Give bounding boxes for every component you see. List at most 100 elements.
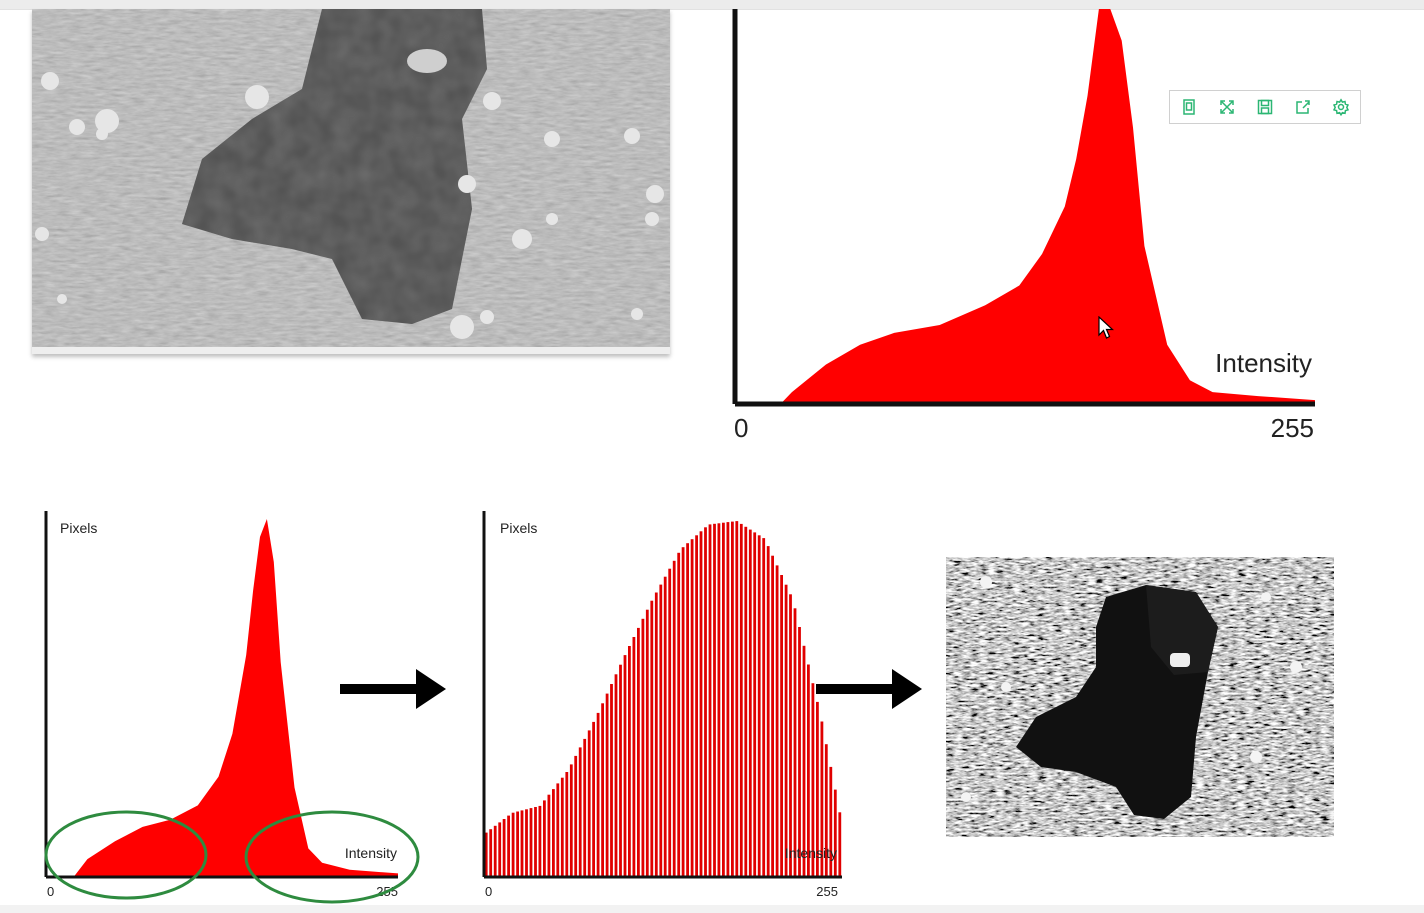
histogram-bar bbox=[547, 794, 551, 877]
histogram-area bbox=[735, 9, 1315, 404]
x-axis-label: Intensity bbox=[1215, 348, 1312, 378]
save-image-icon[interactable] bbox=[1250, 93, 1280, 121]
mouse-cursor-icon bbox=[1098, 316, 1114, 339]
histogram-bar bbox=[771, 555, 774, 877]
high-intensity-circle bbox=[244, 810, 420, 904]
histogram-bar bbox=[704, 527, 707, 877]
before-histogram-chart: Pixels Intensity 0 255 bbox=[30, 505, 430, 905]
histogram-bar bbox=[829, 766, 833, 877]
share-icon[interactable] bbox=[1288, 93, 1318, 121]
histogram-bar bbox=[592, 721, 595, 877]
histogram-bar bbox=[775, 565, 779, 877]
histogram-bar bbox=[820, 721, 824, 877]
x-axis-label: Intensity bbox=[785, 845, 837, 861]
bottom-edge-bar bbox=[0, 905, 1424, 913]
arrow-right-icon bbox=[340, 669, 446, 709]
histogram-bar bbox=[569, 764, 573, 877]
x-tick-end: 255 bbox=[1271, 413, 1314, 443]
histogram-bar bbox=[816, 701, 819, 877]
settings-icon[interactable] bbox=[1326, 93, 1356, 121]
histogram-bar bbox=[552, 789, 555, 877]
x-tick-start: 0 bbox=[734, 413, 748, 443]
histogram-bar bbox=[672, 560, 676, 877]
arrow-right-icon bbox=[816, 669, 922, 709]
x-tick-start: 0 bbox=[485, 884, 492, 899]
data-zoom-icon[interactable] bbox=[1174, 93, 1204, 121]
histogram-bar bbox=[484, 832, 488, 877]
histogram-bar bbox=[811, 683, 815, 877]
original-histogram-chart: Intensity 0 255 bbox=[720, 9, 1340, 449]
histogram-bar bbox=[677, 552, 681, 877]
histogram-bar bbox=[538, 805, 542, 877]
y-axis-label: Pixels bbox=[500, 520, 537, 536]
histogram-bar bbox=[744, 526, 748, 877]
histogram-bars bbox=[484, 521, 842, 877]
histogram-bar bbox=[762, 538, 766, 877]
histogram-bar bbox=[529, 808, 533, 877]
equalized-histogram-svg: Pixels Intensity 0 255 bbox=[482, 511, 842, 899]
histogram-bar bbox=[493, 825, 497, 877]
histogram-bar bbox=[780, 575, 783, 877]
histogram-bar bbox=[511, 812, 515, 877]
y-axis-label: Pixels bbox=[60, 520, 97, 536]
histogram-bar bbox=[838, 812, 842, 877]
histogram-bar bbox=[695, 535, 698, 877]
restore-icon[interactable] bbox=[1212, 93, 1242, 121]
histogram-bar bbox=[623, 655, 627, 877]
grayscale-dog-photo bbox=[32, 9, 670, 354]
histogram-bar bbox=[686, 543, 689, 877]
histogram-bar bbox=[739, 523, 743, 877]
histogram-bar bbox=[650, 600, 654, 877]
histogram-bar bbox=[628, 646, 631, 877]
histogram-bar bbox=[731, 521, 734, 877]
equalized-dog-photo bbox=[946, 557, 1334, 837]
x-axis-label: Intensity bbox=[345, 845, 397, 861]
histogram-bar bbox=[601, 703, 604, 877]
histogram-bar bbox=[565, 772, 569, 877]
histogram-bar bbox=[619, 664, 622, 877]
histogram-bar bbox=[605, 693, 609, 877]
x-tick-start: 0 bbox=[47, 884, 54, 899]
top-edge-bar bbox=[0, 0, 1424, 10]
histogram-bar bbox=[583, 738, 587, 877]
histogram-bar bbox=[753, 532, 757, 877]
histogram-bar bbox=[489, 829, 493, 877]
histogram-bar bbox=[824, 744, 828, 877]
histogram-bar bbox=[713, 523, 716, 877]
histogram-bar bbox=[560, 777, 564, 877]
histogram-bar bbox=[516, 811, 519, 877]
histogram-bar bbox=[534, 807, 537, 877]
histogram-bar bbox=[793, 608, 797, 877]
histogram-bar bbox=[525, 809, 528, 877]
histogram-bar bbox=[789, 594, 792, 877]
histogram-bar bbox=[663, 576, 667, 877]
histogram-bar bbox=[802, 645, 806, 877]
histogram-bar bbox=[578, 747, 582, 877]
histogram-bar bbox=[681, 547, 685, 877]
histogram-bar bbox=[807, 664, 810, 877]
histogram-bar bbox=[726, 522, 730, 877]
histogram-bar bbox=[735, 521, 739, 877]
x-tick-end: 255 bbox=[816, 884, 838, 899]
histogram-area bbox=[46, 519, 398, 877]
before-histogram-svg: Pixels Intensity 0 255 bbox=[44, 511, 420, 904]
histogram-bar bbox=[717, 523, 721, 877]
chart-toolbox bbox=[1169, 90, 1361, 124]
histogram-bar bbox=[556, 783, 560, 877]
histogram-bar bbox=[596, 712, 600, 877]
histogram-bar bbox=[757, 535, 761, 877]
original-histogram-svg: Intensity 0 255 bbox=[732, 9, 1315, 443]
histogram-bar bbox=[543, 800, 546, 877]
histogram-bar bbox=[610, 684, 613, 877]
histogram-bar bbox=[632, 637, 636, 877]
histogram-bar bbox=[833, 789, 837, 877]
histogram-bar bbox=[645, 609, 649, 877]
histogram-bar bbox=[507, 815, 510, 877]
histogram-bar bbox=[659, 584, 663, 877]
histogram-bar bbox=[722, 522, 725, 877]
histogram-bar bbox=[668, 568, 672, 877]
histogram-bar bbox=[748, 529, 752, 877]
histogram-bar bbox=[614, 674, 618, 877]
histogram-bar bbox=[699, 531, 703, 877]
histogram-bar bbox=[587, 730, 591, 877]
